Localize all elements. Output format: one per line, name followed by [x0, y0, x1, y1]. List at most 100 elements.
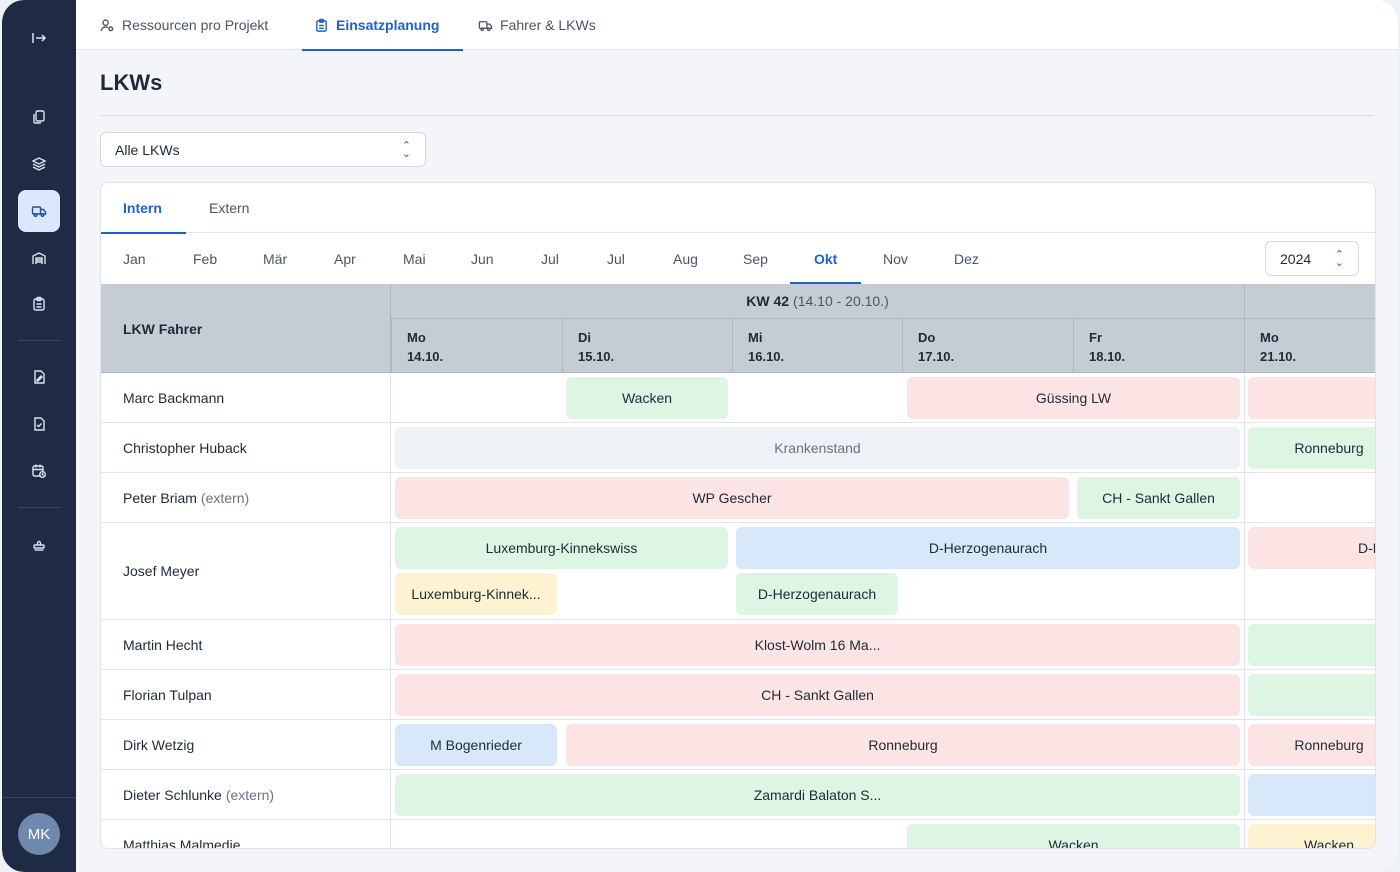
table-row: Marc Backmann Wacken Güssing LW	[101, 373, 1375, 423]
booking-bar[interactable]: M Bogenrieder	[395, 724, 557, 766]
driver-name-text: Dirk Wetzig	[123, 736, 195, 753]
day-header: Fr 18.10.	[1073, 319, 1244, 373]
booking-bar[interactable]: D-Herzogenaurach	[736, 573, 898, 615]
booking-bar[interactable]: Zamardi Balaton S...	[395, 774, 1240, 816]
day-date: 21.10.	[1260, 349, 1297, 364]
day-header: Mo 21.10.	[1244, 319, 1375, 373]
booking-bar[interactable]	[1248, 624, 1375, 666]
check-document-icon[interactable]	[18, 403, 60, 445]
month-sep[interactable]: Sep	[743, 250, 768, 267]
booking-bar[interactable]: Güssing LW	[907, 377, 1240, 419]
booking-bar[interactable]: Wacken	[907, 824, 1240, 848]
layers-icon[interactable]	[18, 143, 60, 185]
tab-ressourcen-pro-projekt[interactable]: Ressourcen pro Projekt	[100, 0, 268, 50]
avatar[interactable]: MK	[18, 813, 60, 855]
year-value: 2024	[1280, 250, 1312, 267]
month-jul-2[interactable]: Jul	[607, 250, 625, 267]
booking-bar[interactable]: CH - Sankt Gallen	[1077, 477, 1240, 519]
booking-bar[interactable]: Ronneburg	[1248, 427, 1375, 469]
driver-name: Dieter Schlunke (extern)	[101, 770, 391, 819]
month-aug[interactable]: Aug	[673, 250, 698, 267]
tab-label: Ressourcen pro Projekt	[122, 17, 269, 33]
table-row: Christopher Huback Krankenstand Ronnebur…	[101, 423, 1375, 473]
booking-bar[interactable]: Wacken	[1248, 824, 1375, 848]
day-name: Do	[918, 330, 936, 345]
truck-filter-select[interactable]: Alle LKWs ⌃ ⌄	[100, 132, 426, 167]
week-header: KW 42 (14.10 - 20.10.)	[391, 284, 1244, 319]
booking-bar[interactable]: Ronneburg	[566, 724, 1240, 766]
month-jul[interactable]: Jul	[541, 250, 559, 267]
day-header: Do 17.10.	[902, 319, 1073, 373]
table-row: Florian Tulpan CH - Sankt Gallen	[101, 670, 1375, 720]
month-jan[interactable]: Jan	[123, 250, 146, 267]
month-selector: Jan Feb Mär Apr Mai Jun Jul Jul Aug Sep …	[101, 233, 1375, 284]
month-apr[interactable]: Apr	[334, 250, 356, 267]
driver-name-text: Matthias Malmedie	[123, 837, 241, 849]
tab-fahrer-lkws[interactable]: Fahrer & LKWs	[478, 0, 596, 50]
month-okt[interactable]: Okt	[789, 233, 863, 284]
day-name: Mo	[407, 330, 426, 345]
tab-einsatzplanung[interactable]: Einsatzplanung	[301, 0, 464, 51]
sidebar-divider	[18, 507, 60, 508]
month-dez[interactable]: Dez	[954, 250, 979, 267]
truck-icon[interactable]	[18, 190, 60, 232]
year-select[interactable]: 2024 ⌃ ⌄	[1265, 241, 1359, 276]
booking-bar[interactable]: D-Herzogenaurach	[736, 527, 1240, 569]
month-maer[interactable]: Mär	[263, 250, 288, 267]
month-nov[interactable]: Nov	[883, 250, 908, 267]
driver-name-text: Peter Briam	[123, 489, 197, 506]
page-title: LKWs	[100, 70, 163, 95]
subtab-extern[interactable]: Extern	[209, 200, 250, 216]
day-date: 17.10.	[918, 349, 955, 364]
driver-name: Martin Hecht	[101, 620, 391, 669]
absence-bar[interactable]: Krankenstand	[395, 427, 1240, 469]
booking-bar[interactable]	[1248, 774, 1375, 816]
table-row: Matthias Malmedie Wacken Wacken	[101, 820, 1375, 849]
edit-document-icon[interactable]	[18, 356, 60, 398]
month-jun[interactable]: Jun	[471, 250, 494, 267]
subtab-intern[interactable]: Intern	[101, 183, 186, 234]
day-header: Mi 16.10.	[732, 319, 902, 373]
header-divider	[101, 372, 1375, 373]
stamp-icon[interactable]	[18, 523, 60, 565]
booking-bar[interactable]: Luxemburg-Kinnek...	[395, 573, 557, 615]
day-date: 16.10.	[748, 349, 785, 364]
month-mai[interactable]: Mai	[403, 250, 426, 267]
month-feb[interactable]: Feb	[193, 250, 218, 267]
sidebar-divider	[2, 797, 76, 798]
booking-bar[interactable]: Wacken	[566, 377, 728, 419]
schedule-card: Intern Extern Jan Feb Mär Apr Mai Jun Ju…	[100, 182, 1376, 849]
booking-bar[interactable]: D-H	[1248, 527, 1375, 569]
warehouse-icon[interactable]	[18, 237, 60, 279]
copy-icon[interactable]	[18, 96, 60, 138]
driver-name: Josef Meyer	[101, 523, 391, 619]
booking-bar[interactable]: WP Gescher	[395, 477, 1069, 519]
chevron-up-down-icon: ⌃ ⌄	[401, 139, 411, 160]
driver-name: Christopher Huback	[101, 423, 391, 472]
select-value: Alle LKWs	[115, 141, 180, 158]
calendar-clock-icon[interactable]	[18, 450, 60, 492]
clipboard-icon[interactable]	[18, 283, 60, 325]
day-name: Di	[578, 330, 591, 345]
extern-label: (extern)	[225, 786, 275, 803]
booking-bar[interactable]: Klost-Wolm 16 Ma...	[395, 624, 1240, 666]
booking-bar[interactable]	[1248, 674, 1375, 716]
booking-bar[interactable]	[1248, 377, 1375, 419]
table-row: Dirk Wetzig M Bogenrieder Ronneburg Ronn…	[101, 720, 1375, 770]
booking-bar[interactable]: CH - Sankt Gallen	[395, 674, 1240, 716]
day-name: Mi	[748, 330, 763, 345]
expand-sidebar-icon[interactable]	[18, 17, 60, 59]
driver-name-text: Josef Meyer	[123, 563, 200, 579]
title-divider	[100, 115, 1374, 116]
driver-name: Matthias Malmedie	[101, 820, 391, 849]
user-gear-icon	[100, 18, 114, 31]
day-date: 14.10.	[407, 349, 444, 364]
table-row: Peter Briam (extern) WP Gescher CH - Sank…	[101, 473, 1375, 523]
driver-name-text: Christopher Huback	[123, 439, 247, 456]
schedule-grid: LKW Fahrer KW 42 (14.10 - 20.10.) Mo 14.…	[101, 284, 1375, 849]
booking-bar[interactable]: Luxemburg-Kinnekswiss	[395, 527, 728, 569]
booking-bar[interactable]: Ronneburg	[1248, 724, 1375, 766]
column-header-driver: LKW Fahrer	[101, 284, 391, 373]
driver-name-text: Dieter Schlunke	[123, 786, 222, 803]
